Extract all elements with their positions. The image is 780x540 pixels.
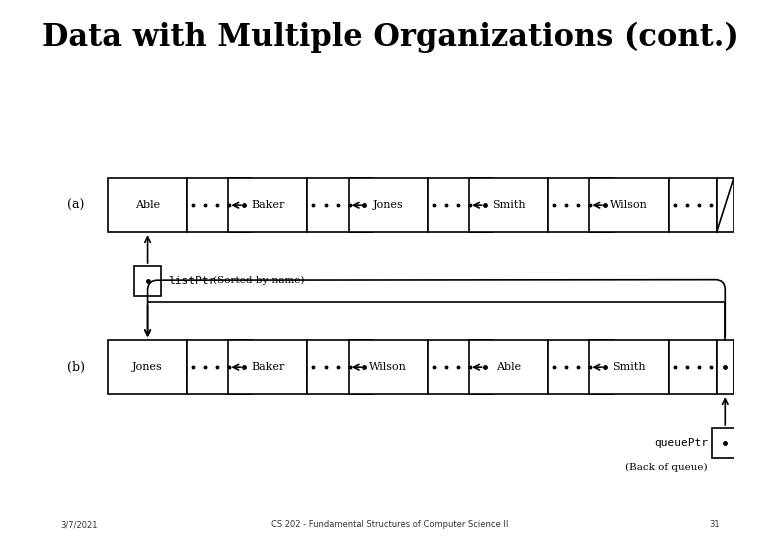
Text: Baker: Baker	[251, 362, 285, 372]
FancyBboxPatch shape	[236, 340, 253, 394]
FancyBboxPatch shape	[349, 178, 427, 232]
FancyBboxPatch shape	[108, 178, 187, 232]
Text: Jones: Jones	[373, 200, 404, 210]
FancyBboxPatch shape	[427, 178, 476, 232]
Text: Wilson: Wilson	[370, 362, 407, 372]
Text: 31: 31	[710, 520, 720, 529]
FancyBboxPatch shape	[548, 178, 597, 232]
FancyBboxPatch shape	[717, 178, 734, 232]
Text: queuePtr: queuePtr	[654, 438, 708, 448]
FancyBboxPatch shape	[187, 178, 236, 232]
Text: (b): (b)	[67, 361, 85, 374]
FancyBboxPatch shape	[668, 340, 717, 394]
Text: 3/7/2021: 3/7/2021	[60, 520, 98, 529]
Text: Able: Able	[135, 200, 160, 210]
Text: CS 202 - Fundamental Structures of Computer Science II: CS 202 - Fundamental Structures of Compu…	[271, 520, 509, 529]
Text: listPtr: listPtr	[168, 276, 215, 286]
FancyBboxPatch shape	[590, 340, 668, 394]
FancyBboxPatch shape	[236, 178, 253, 232]
FancyBboxPatch shape	[597, 340, 614, 394]
FancyBboxPatch shape	[427, 340, 476, 394]
FancyBboxPatch shape	[108, 340, 187, 394]
Text: Smith: Smith	[612, 362, 646, 372]
Text: Able: Able	[496, 362, 521, 372]
FancyBboxPatch shape	[229, 178, 307, 232]
FancyBboxPatch shape	[307, 178, 356, 232]
FancyBboxPatch shape	[548, 340, 597, 394]
FancyBboxPatch shape	[356, 178, 373, 232]
FancyBboxPatch shape	[187, 340, 236, 394]
FancyBboxPatch shape	[469, 178, 548, 232]
Text: (a): (a)	[67, 199, 84, 212]
FancyBboxPatch shape	[307, 340, 356, 394]
FancyBboxPatch shape	[229, 340, 307, 394]
Text: Wilson: Wilson	[610, 200, 648, 210]
FancyBboxPatch shape	[349, 340, 427, 394]
FancyBboxPatch shape	[668, 178, 717, 232]
FancyBboxPatch shape	[476, 340, 493, 394]
Text: Smith: Smith	[492, 200, 526, 210]
FancyBboxPatch shape	[717, 340, 734, 394]
FancyBboxPatch shape	[597, 178, 614, 232]
Text: Jones: Jones	[132, 362, 163, 372]
FancyBboxPatch shape	[134, 266, 161, 296]
FancyBboxPatch shape	[476, 178, 493, 232]
Text: (Back of queue): (Back of queue)	[626, 463, 708, 471]
FancyBboxPatch shape	[356, 340, 373, 394]
FancyBboxPatch shape	[711, 428, 739, 458]
FancyBboxPatch shape	[590, 178, 668, 232]
Text: (Sorted by name): (Sorted by name)	[213, 276, 304, 285]
FancyBboxPatch shape	[469, 340, 548, 394]
Text: Baker: Baker	[251, 200, 285, 210]
Text: Data with Multiple Organizations (cont.): Data with Multiple Organizations (cont.)	[41, 22, 739, 53]
